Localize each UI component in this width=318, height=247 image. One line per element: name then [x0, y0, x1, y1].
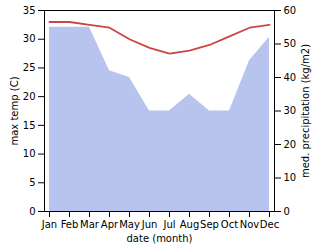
svg-text:50: 50	[284, 38, 297, 49]
svg-text:0: 0	[29, 206, 35, 217]
svg-text:20: 20	[23, 91, 36, 102]
svg-text:60: 60	[284, 5, 297, 16]
svg-text:med. precipitation (kg/m2): med. precipitation (kg/m2)	[300, 44, 311, 178]
svg-text:15: 15	[23, 120, 36, 131]
svg-text:10: 10	[284, 172, 297, 183]
svg-text:Apr: Apr	[101, 219, 119, 230]
svg-text:Aug: Aug	[180, 219, 200, 230]
svg-text:Jan: Jan	[41, 219, 57, 230]
svg-text:Oct: Oct	[221, 219, 238, 230]
svg-text:10: 10	[23, 148, 36, 159]
svg-text:20: 20	[284, 139, 297, 150]
svg-text:Sep: Sep	[200, 219, 219, 230]
svg-text:0: 0	[284, 206, 290, 217]
svg-text:max temp (C): max temp (C)	[9, 76, 20, 145]
svg-text:30: 30	[23, 33, 36, 44]
svg-text:May: May	[119, 219, 140, 230]
svg-text:35: 35	[23, 5, 36, 16]
svg-text:40: 40	[284, 72, 297, 83]
svg-text:date (month): date (month)	[127, 233, 193, 244]
svg-text:5: 5	[29, 177, 35, 188]
svg-text:Nov: Nov	[240, 219, 260, 230]
svg-text:Mar: Mar	[80, 219, 100, 230]
svg-text:Feb: Feb	[61, 219, 79, 230]
svg-text:30: 30	[284, 105, 297, 116]
svg-text:Jun: Jun	[141, 219, 158, 230]
svg-text:25: 25	[23, 62, 36, 73]
svg-text:Dec: Dec	[260, 219, 279, 230]
svg-text:Jul: Jul	[162, 219, 175, 230]
